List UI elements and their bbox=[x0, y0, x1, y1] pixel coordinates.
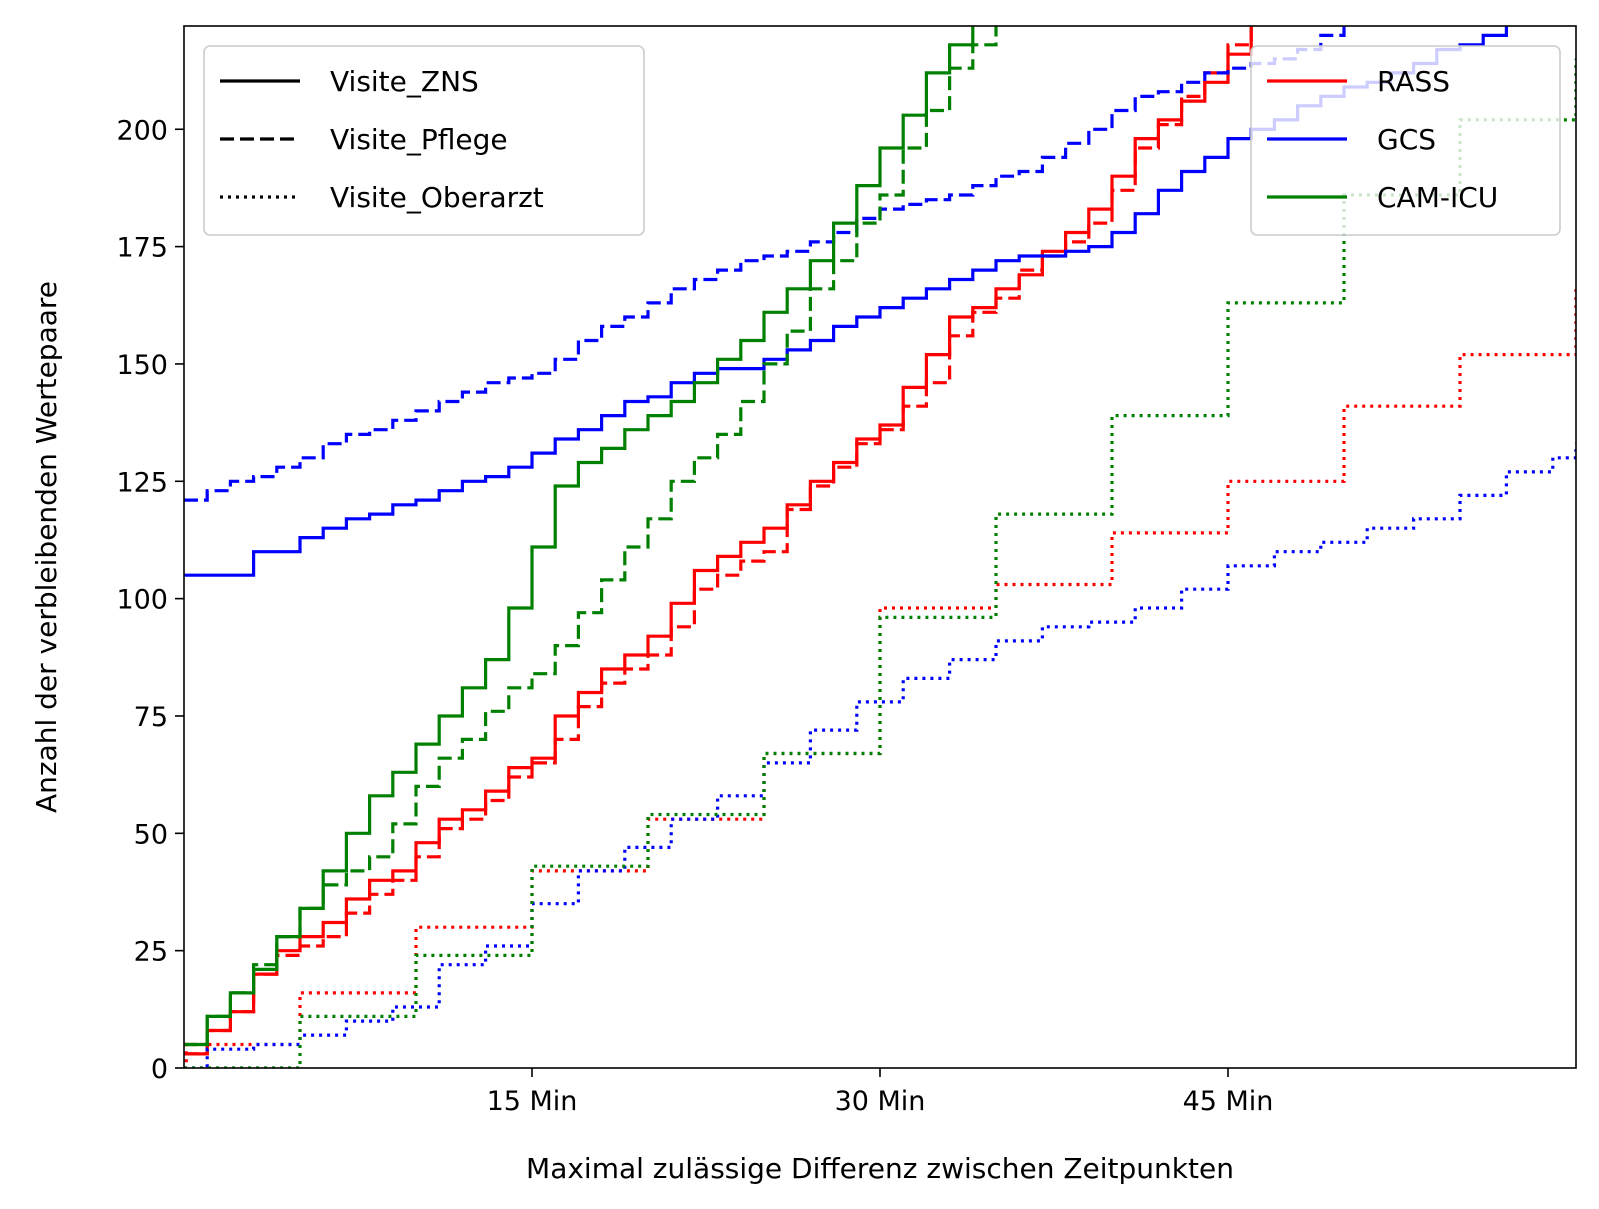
legend-top-right: RASS GCS CAM-ICU bbox=[1250, 45, 1561, 236]
series-line-rass-visite-pflege bbox=[184, 26, 1253, 1056]
y-tick-label: 150 bbox=[116, 350, 168, 381]
legends: Visite_ZNS Visite_Pflege Visite_Oberarzt RA… bbox=[203, 45, 1561, 236]
legend-label: CAM-ICU bbox=[1377, 181, 1498, 214]
y-axis-label: Anzahl der verbleibenden Wertepaare bbox=[30, 281, 63, 813]
y-tick-label: 0 bbox=[151, 1054, 168, 1085]
x-tick-label: 45 Min bbox=[1183, 1086, 1274, 1117]
legend-label: Visite_Oberarzt bbox=[330, 181, 544, 214]
y-tick-label: 175 bbox=[116, 233, 168, 264]
axis-ticks: 15 Min 30 Min 45 Min 0 25 50 75 100 125 150 175 200 bbox=[116, 115, 1273, 1117]
y-tick-label: 100 bbox=[116, 585, 168, 616]
series-line-cam-icu-visite-pflege bbox=[184, 26, 998, 1047]
y-tick-label: 50 bbox=[134, 819, 168, 850]
legend-label: Visite_ZNS bbox=[330, 65, 479, 98]
x-tick-label: 30 Min bbox=[835, 1086, 926, 1117]
y-tick-label: 75 bbox=[134, 702, 168, 733]
y-tick-label: 200 bbox=[116, 115, 168, 146]
legend-label: GCS bbox=[1377, 123, 1436, 156]
legend-box bbox=[1250, 45, 1561, 236]
y-tick-label: 25 bbox=[134, 937, 168, 968]
y-tick-label: 125 bbox=[116, 467, 168, 498]
legend-label: Visite_Pflege bbox=[330, 123, 508, 156]
x-tick-label: 15 Min bbox=[487, 1086, 578, 1117]
series-line-gcs-visite-pflege bbox=[184, 26, 1346, 502]
x-axis-label: Maximal zulässige Differenz zwischen Zei… bbox=[526, 1152, 1234, 1185]
legend-label: RASS bbox=[1377, 65, 1450, 98]
legend-top-left: Visite_ZNS Visite_Pflege Visite_Oberarzt bbox=[203, 45, 645, 236]
legend-box bbox=[203, 45, 645, 236]
